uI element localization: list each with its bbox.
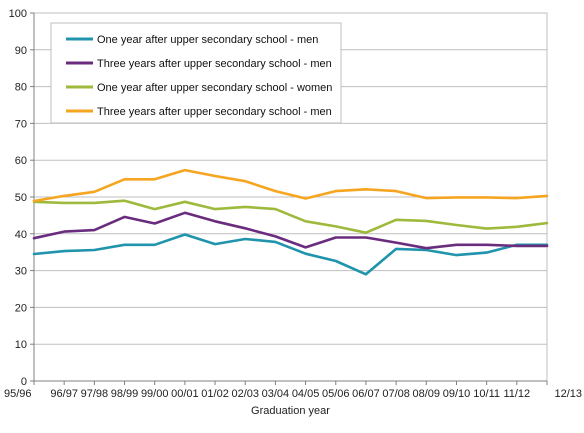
- series-lines: [32, 168, 549, 276]
- x-tick-label: 97/98: [81, 388, 109, 400]
- x-tick-label: 11/12: [503, 388, 530, 400]
- x-tick-label: 95/96: [4, 388, 32, 400]
- x-tick-label: 12/13: [554, 388, 582, 400]
- x-tick-label: 03/04: [262, 388, 290, 400]
- y-tick-label: 20: [15, 302, 27, 314]
- y-tick-label: 10: [15, 339, 27, 351]
- x-tick-label: 02/03: [231, 388, 259, 400]
- legend-label: One year after upper secondary school - …: [97, 34, 318, 46]
- x-tick-label: 08/09: [413, 388, 441, 400]
- x-tick-label: 10/11: [473, 388, 500, 400]
- x-tick-label: 01/02: [201, 388, 229, 400]
- axes: 0 10 20 30 40 50 60 70 80 90 100 95/96 96/97 97/98 98/…: [4, 8, 582, 400]
- series-line-4: [32, 168, 549, 203]
- x-tick-label: 96/97: [50, 388, 78, 400]
- x-tick-label: 98/99: [111, 388, 139, 400]
- y-tick-label: 40: [15, 229, 27, 241]
- x-tick-label: 09/10: [443, 388, 471, 400]
- x-axis-title: Graduation year: [251, 405, 330, 417]
- x-tick-label: 07/08: [382, 388, 410, 400]
- y-tick-label: 80: [15, 82, 27, 94]
- legend: One year after upper secondary school - …: [50, 22, 342, 124]
- y-tick-label: 60: [15, 155, 27, 167]
- y-tick-label: 30: [15, 266, 27, 278]
- x-tick-label: 00/01: [171, 388, 199, 400]
- y-tick-label: 0: [21, 376, 27, 388]
- x-tick-label: 06/07: [352, 388, 380, 400]
- y-tick-label: 100: [9, 8, 27, 20]
- series-line-2: [32, 211, 549, 250]
- x-tick-label: 04/05: [292, 388, 320, 400]
- x-tick-label: 05/06: [322, 388, 350, 400]
- y-tick-label: 70: [15, 118, 27, 130]
- series-line-3: [32, 199, 549, 234]
- legend-label: Three years after upper secondary school…: [97, 58, 332, 70]
- legend-label: One year after upper secondary school - …: [97, 82, 332, 94]
- y-tick-label: 90: [15, 45, 27, 57]
- x-tick-label: 99/00: [141, 388, 169, 400]
- y-tick-label: 50: [15, 192, 27, 204]
- series-line-1: [32, 233, 549, 276]
- legend-label: Three years after upper secondary school…: [97, 106, 332, 118]
- legend-box: [50, 22, 342, 124]
